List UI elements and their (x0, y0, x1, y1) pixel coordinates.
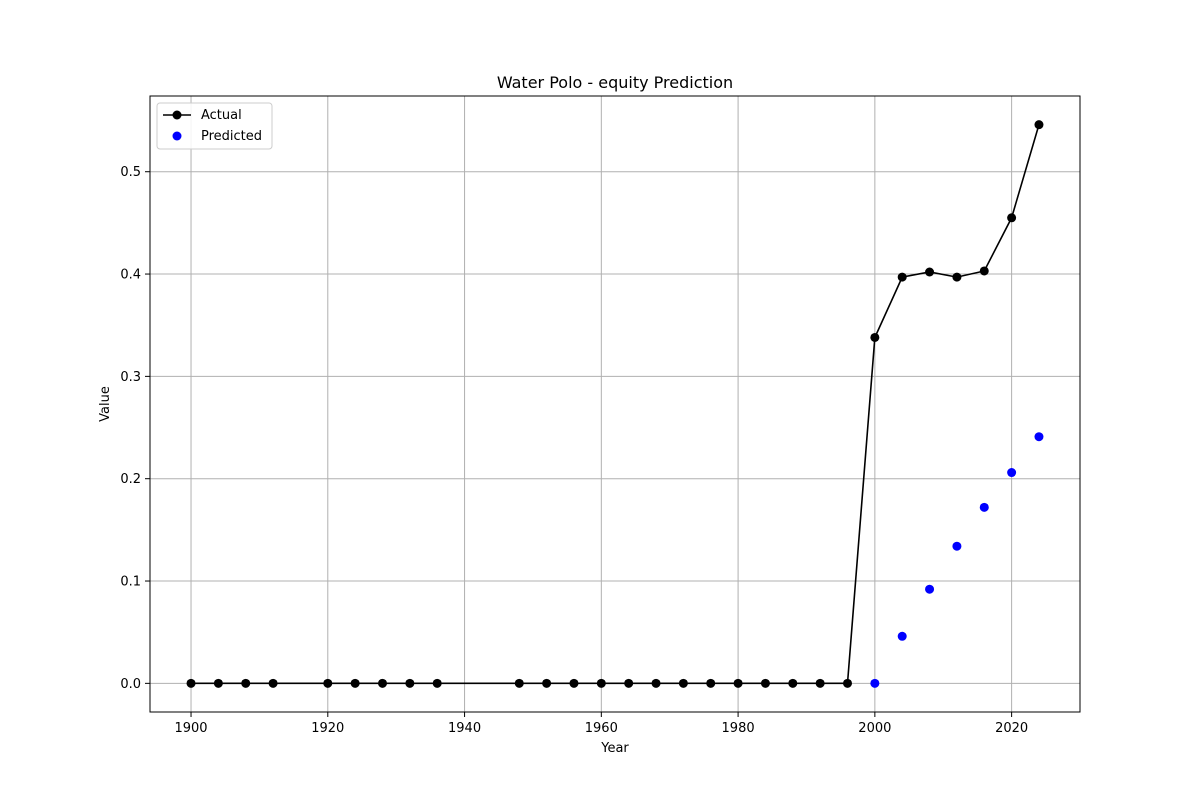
x-tick-label: 1900 (174, 721, 207, 736)
data-point-actual (815, 678, 825, 688)
data-point-predicted (870, 678, 880, 688)
legend-actual-label: Actual (201, 108, 242, 123)
data-point-actual (678, 678, 688, 688)
data-point-actual (514, 678, 524, 688)
data-point-actual (241, 678, 251, 688)
y-tick-label: 0.4 (120, 268, 141, 283)
data-point-predicted (925, 584, 935, 594)
y-tick-label: 0.5 (120, 165, 141, 180)
y-tick-label: 0.0 (120, 677, 141, 692)
data-point-actual (897, 272, 907, 282)
data-point-predicted (952, 541, 962, 551)
data-point-actual (542, 678, 552, 688)
series-layer (186, 120, 1044, 688)
data-point-actual (925, 267, 935, 277)
data-point-actual (405, 678, 415, 688)
data-point-actual (323, 678, 333, 688)
y-axis-label: Value (98, 386, 113, 422)
x-axis: 1900 1920 1940 1960 1980 2000 2020 (174, 712, 1028, 736)
data-point-predicted (1007, 468, 1017, 478)
data-point-actual (952, 272, 962, 282)
data-point-actual (432, 678, 442, 688)
data-point-actual (651, 678, 661, 688)
series-actual (186, 120, 1044, 688)
y-tick-label: 0.3 (120, 370, 141, 385)
x-tick-label: 2000 (858, 721, 891, 736)
data-point-actual (1034, 120, 1044, 130)
series-predicted (870, 432, 1044, 688)
x-tick-label: 1920 (311, 721, 344, 736)
data-point-actual (569, 678, 579, 688)
data-point-predicted (897, 631, 907, 641)
y-axis: 0.0 0.1 0.2 0.3 0.4 0.5 (120, 165, 150, 692)
data-point-actual (870, 332, 880, 342)
data-point-actual (350, 678, 360, 688)
y-tick-label: 0.1 (120, 575, 141, 590)
data-point-actual (706, 678, 716, 688)
legend-predicted-marker (172, 131, 182, 141)
data-point-actual (186, 678, 196, 688)
data-point-predicted (1034, 432, 1044, 442)
data-point-actual (624, 678, 634, 688)
data-point-actual (1007, 213, 1017, 223)
data-point-actual (843, 678, 852, 688)
x-tick-label: 1960 (585, 721, 618, 736)
data-point-actual (268, 678, 278, 688)
chart-title: Water Polo - equity Prediction (497, 73, 733, 92)
data-point-actual (596, 678, 606, 688)
y-tick-label: 0.2 (120, 472, 141, 487)
x-tick-label: 1940 (448, 721, 481, 736)
data-point-actual (979, 266, 989, 276)
data-point-actual (378, 678, 387, 688)
x-tick-label: 2020 (995, 721, 1028, 736)
plot-frame (149, 95, 1081, 713)
x-tick-label: 1980 (722, 721, 755, 736)
data-point-predicted (979, 502, 989, 512)
x-axis-label: Year (600, 741, 629, 756)
legend-actual-marker (172, 110, 182, 120)
data-point-actual (213, 678, 223, 688)
data-point-actual (733, 678, 743, 688)
legend: Actual Predicted (156, 102, 273, 150)
data-point-actual (760, 678, 770, 688)
legend-predicted-label: Predicted (201, 129, 262, 144)
data-point-actual (788, 678, 798, 688)
